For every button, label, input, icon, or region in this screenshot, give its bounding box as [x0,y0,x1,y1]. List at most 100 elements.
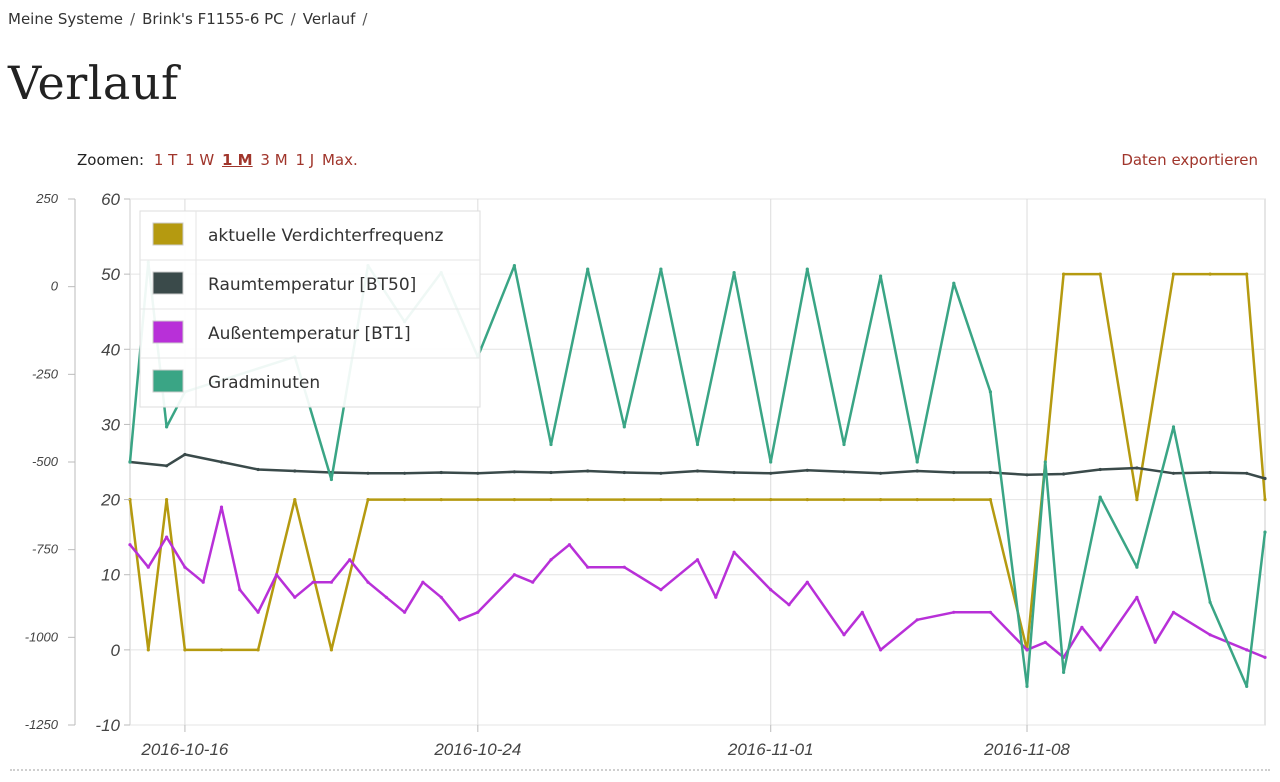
series-point-3 [165,535,169,539]
series-point-4 [586,267,590,271]
series-point-1 [915,498,919,502]
zoom-option-max[interactable]: Max. [321,151,358,169]
page-title: Verlauf [8,56,179,110]
series-point-2 [586,469,590,473]
series-point-1 [732,498,736,502]
breadcrumb-separator: / [362,10,368,28]
series-point-1 [1263,498,1267,502]
series-point-2 [879,471,883,475]
breadcrumb-separator: / [130,10,136,28]
series-point-1 [1098,272,1102,276]
series-point-2 [293,469,297,473]
series-point-3 [183,565,187,569]
series-point-4 [769,460,773,464]
series-point-3 [805,580,809,584]
series-point-3 [732,550,736,554]
left-axis-tick-label: -500 [32,454,59,469]
series-point-3 [274,573,279,577]
zoom-option-1m[interactable]: 1 M [222,151,253,169]
zoom-option-3m[interactable]: 3 M [260,151,288,169]
series-point-3 [512,573,517,577]
series-point-3 [293,595,297,599]
series-point-1 [165,498,169,502]
series-point-3 [1171,610,1176,614]
series-point-3 [769,588,773,592]
series-point-1 [219,648,224,652]
series-point-3 [439,595,443,599]
left-axis-tick-label: 0 [51,279,59,294]
series-point-1 [659,498,663,502]
breadcrumb-item-system[interactable]: Brink's F1155-6 PC [142,10,284,28]
series-point-1 [329,648,333,652]
series-line-3 [129,505,1266,659]
zoom-bar: Zoomen: 1 T 1 W 1 M 3 M 1 J Max. [77,151,361,169]
series-point-3 [366,580,370,584]
zoom-label: Zoomen: [77,151,145,169]
series-point-2 [695,469,700,473]
series-point-3 [238,588,242,592]
zoom-option-1t[interactable]: 1 T [153,151,178,169]
series-point-4 [1135,565,1139,569]
series-point-2 [1171,471,1176,475]
series-point-1 [512,498,517,502]
breadcrumb-item-meine-systeme[interactable]: Meine Systeme [8,10,124,28]
x-axis-tick-label: 2016-10-24 [433,740,521,759]
series-point-1 [695,498,700,502]
right-axis-tick-label: 20 [100,491,120,510]
series-point-4 [952,281,956,285]
left-axis-tick-label: -1250 [25,717,59,732]
zoom-option-1w[interactable]: 1 W [185,151,215,169]
breadcrumb-separator: / [290,10,296,28]
series-point-1 [293,498,297,502]
series-point-3 [1263,655,1267,659]
series-point-3 [988,610,993,614]
chart-legend[interactable]: aktuelle Verdichterfrequenz Raumtemperatu… [139,210,481,408]
series-point-2 [805,468,809,472]
series-point-1 [879,498,883,502]
series-point-3 [421,580,425,584]
breadcrumb-item-verlauf[interactable]: Verlauf [302,10,356,28]
series-point-2 [622,470,626,475]
series-point-2 [512,470,517,474]
series-point-2 [952,470,956,475]
zoom-option-1j[interactable]: 1 J [295,151,315,169]
divider [10,769,1270,771]
export-data-link[interactable]: Daten exportieren [1121,151,1258,169]
series-point-3 [531,580,535,584]
series-point-2 [366,471,370,475]
series-point-3 [256,610,260,614]
series-point-2 [842,470,846,474]
series-point-2 [1263,476,1267,481]
series-point-4 [1171,425,1176,429]
series-point-3 [952,610,956,614]
series-point-2 [1245,471,1249,475]
history-chart[interactable]: 250 0 -250 -500 -750 -1000 -1250 60 50 40 30 20 10 0 -… [0,185,1280,765]
series-point-3 [146,565,150,569]
series-point-3 [714,595,718,599]
series-point-2 [732,470,736,475]
series-point-2 [769,471,773,475]
series-point-1 [183,648,187,652]
series-point-3 [586,565,590,569]
legend-swatch [152,271,184,295]
series-point-2 [183,452,187,457]
series-point-3 [860,610,864,614]
series-point-1 [256,648,260,652]
series-point-1 [988,498,993,502]
chart-axes: 250 0 -250 -500 -750 -1000 -1250 60 50 40 30 20 10 0 -… [25,190,1071,759]
series-point-4 [732,271,736,275]
series-point-4 [512,264,517,268]
series-point-1 [842,498,846,502]
series-point-3 [1098,648,1102,652]
right-axis-tick-label: 60 [101,190,120,209]
series-point-4 [1025,684,1029,688]
series-point-2 [1025,473,1029,477]
series-point-3 [1245,648,1249,652]
series-point-4 [549,442,553,447]
series-point-3 [384,595,388,599]
series-point-2 [403,471,407,475]
series-point-4 [805,267,809,271]
series-point-3 [915,618,919,622]
series-point-2 [476,471,480,475]
series-point-1 [1171,272,1176,276]
